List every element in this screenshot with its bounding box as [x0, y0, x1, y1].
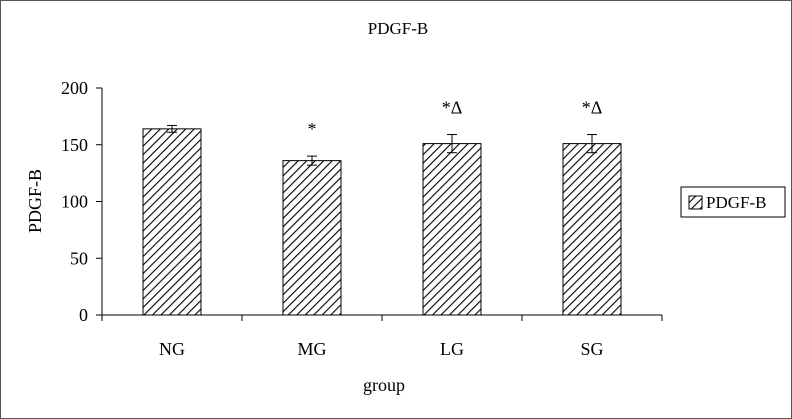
x-tick-labels: NG MG LG SG	[159, 339, 604, 359]
bar-ng	[142, 128, 202, 316]
y-tick-label: 200	[61, 78, 88, 98]
legend-box	[680, 186, 786, 218]
y-tick-label: 0	[79, 305, 88, 325]
y-tick-label: 150	[61, 135, 88, 155]
y-axis-label: PDGF-B	[25, 169, 45, 233]
x-tick-label-lg: LG	[440, 339, 464, 359]
y-tick-label: 100	[61, 192, 88, 212]
bar-mg	[282, 160, 342, 316]
significance-label: *Δ	[442, 98, 463, 118]
bar-lg	[422, 143, 482, 316]
x-axis-label: group	[363, 375, 405, 395]
significance-label: *	[308, 119, 317, 139]
x-tick-label-mg: MG	[297, 339, 326, 359]
y-ticks: 0 50 100 150 200	[61, 78, 663, 325]
legend: PDGF-B	[680, 186, 786, 218]
x-tick-label-sg: SG	[580, 339, 603, 359]
bar-sg	[562, 143, 622, 316]
legend-label: PDGF-B	[706, 193, 766, 212]
chart-title: PDGF-B	[368, 19, 428, 38]
bars: * *Δ *Δ	[142, 98, 622, 316]
legend-swatch	[688, 195, 703, 210]
y-tick-label: 50	[70, 248, 88, 268]
x-tick-label-ng: NG	[159, 339, 185, 359]
significance-label: *Δ	[582, 98, 603, 118]
